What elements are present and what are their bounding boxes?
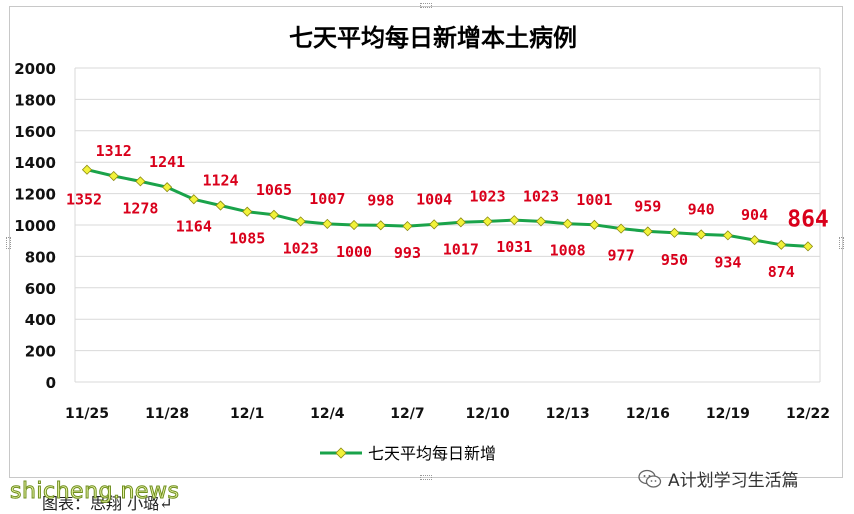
x-axis: 11/25 11/28 12/1 12/4 12/7 12/10 12/13 12/16 12/…	[65, 406, 830, 422]
x-tick-label: 11/25	[65, 406, 109, 422]
chart-frame	[6, 3, 844, 480]
data-label: 1004	[416, 190, 452, 208]
gridlines	[74, 67, 821, 383]
data-point-marker	[242, 206, 253, 217]
data-point-marker	[669, 227, 680, 238]
data-point-marker	[776, 239, 787, 250]
series-polyline	[86, 168, 809, 248]
data-label: 1124	[202, 172, 238, 190]
data-point-marker	[108, 170, 119, 182]
y-tick-label: 1600	[14, 123, 56, 141]
data-label: 1023	[523, 187, 559, 205]
data-labels: 1352 1312 1278 1241 1164 1124 1085 1065 1023 1007…	[66, 142, 829, 281]
y-tick-label: 200	[25, 343, 56, 361]
data-point-marker	[295, 216, 306, 227]
data-point-marker	[642, 226, 653, 237]
data-point-marker	[215, 200, 226, 211]
data-label: 959	[634, 197, 661, 215]
resize-handle-left[interactable]	[6, 237, 11, 249]
x-tick-label: 12/1	[230, 406, 264, 422]
y-axis: 0 200 400 600 800 1000 1200 1400 1600 1800 2000	[14, 60, 56, 392]
resize-handle-bottom[interactable]	[420, 475, 432, 480]
data-label: 1023	[283, 239, 319, 257]
legend-label: 七天平均每日新增	[368, 444, 496, 463]
legend-marker-swatch	[335, 447, 347, 459]
y-tick-label: 0	[46, 374, 56, 392]
x-tick-label: 12/13	[546, 406, 590, 422]
site-watermark: shicheng.news	[9, 479, 180, 505]
y-tick-label: 1200	[14, 186, 56, 204]
data-label: 1065	[256, 181, 292, 199]
resize-handle-right[interactable]	[839, 237, 844, 249]
x-tick-label: 12/4	[310, 406, 345, 422]
data-label: 940	[688, 200, 715, 218]
y-tick-label: 400	[25, 311, 56, 329]
data-point-marker	[455, 217, 466, 228]
y-tick-label: 600	[25, 280, 56, 298]
data-point-marker	[322, 218, 333, 229]
data-point-marker	[535, 216, 547, 227]
x-tick-label: 12/10	[466, 406, 510, 422]
data-point-marker	[589, 219, 600, 230]
legend: 七天平均每日新增	[320, 444, 496, 463]
wechat-icon	[638, 469, 662, 488]
data-label: 1007	[309, 190, 345, 208]
chart-title: 七天平均每日新增本土病例	[289, 24, 577, 52]
data-label: 1000	[336, 243, 372, 261]
data-point-marker	[802, 241, 814, 252]
data-point-marker	[616, 223, 627, 234]
data-label: 1031	[496, 238, 532, 256]
data-label: 977	[608, 247, 635, 265]
data-label: 998	[367, 191, 394, 209]
data-label: 1312	[96, 142, 132, 160]
data-point-marker	[429, 219, 440, 230]
wechat-watermark: A计划学习生活篇	[638, 466, 799, 491]
y-tick-label: 1400	[14, 154, 56, 172]
x-tick-label: 12/16	[626, 406, 670, 422]
data-label: 1085	[229, 230, 265, 248]
y-tick-label: 1800	[14, 91, 56, 109]
series-line	[86, 168, 809, 248]
data-point-marker	[749, 235, 760, 246]
data-point-marker	[722, 230, 733, 241]
data-label: 1017	[443, 240, 479, 258]
data-point-marker	[348, 219, 360, 231]
data-point-marker	[696, 229, 707, 240]
figure-caption: 图表：思翔 小璐↵	[42, 494, 173, 513]
y-tick-label: 2000	[14, 60, 56, 78]
series-markers	[81, 164, 814, 252]
y-tick-label: 1000	[14, 217, 56, 235]
data-label: 1278	[122, 199, 158, 217]
data-label: 993	[394, 244, 421, 262]
data-label: 874	[768, 263, 795, 281]
data-label: 864	[787, 206, 829, 232]
data-label: 1352	[66, 191, 102, 209]
data-label: 1164	[176, 217, 212, 235]
data-point-marker	[268, 209, 279, 220]
data-point-marker	[162, 182, 173, 193]
x-tick-label: 12/19	[706, 406, 750, 422]
data-label: 950	[661, 251, 688, 269]
data-label: 1008	[550, 242, 586, 260]
x-tick-label: 12/7	[390, 406, 424, 422]
data-label: 1023	[469, 187, 505, 205]
data-point-marker	[482, 216, 493, 227]
data-point-marker	[81, 164, 93, 175]
data-label: 1001	[576, 191, 612, 209]
data-point-marker	[402, 221, 413, 232]
data-point-marker	[135, 176, 146, 187]
data-point-marker	[562, 218, 573, 229]
x-tick-label: 12/22	[786, 406, 830, 422]
x-tick-label: 11/28	[145, 406, 189, 422]
data-point-marker	[375, 220, 386, 231]
data-point-marker	[509, 215, 520, 226]
data-label: 1241	[149, 153, 185, 171]
data-point-marker	[188, 194, 199, 205]
y-tick-label: 800	[25, 248, 56, 266]
resize-handle-top[interactable]	[420, 3, 432, 8]
data-label: 904	[741, 206, 768, 224]
wechat-account-name: A计划学习生活篇	[668, 471, 799, 491]
data-label: 934	[714, 253, 741, 271]
